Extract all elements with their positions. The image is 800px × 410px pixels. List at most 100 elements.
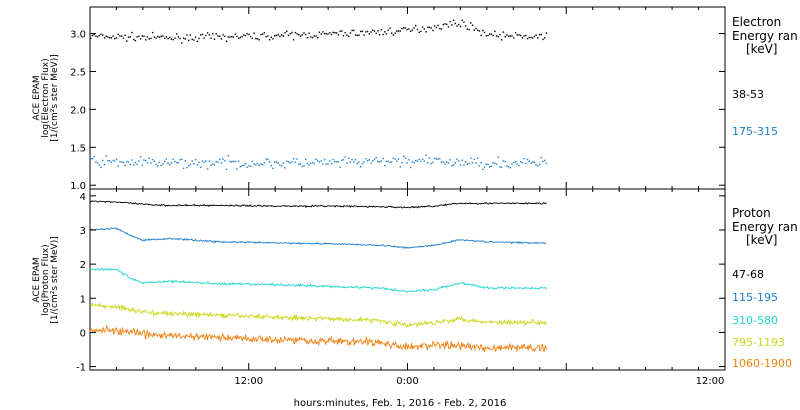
data-point <box>495 35 498 37</box>
data-point <box>446 161 448 163</box>
data-point <box>258 164 260 167</box>
data-point <box>117 33 119 36</box>
data-point <box>353 29 355 32</box>
data-point <box>370 162 372 164</box>
data-point <box>471 162 474 164</box>
data-point <box>232 36 235 38</box>
data-point <box>530 36 532 39</box>
data-point <box>200 166 202 168</box>
data-point <box>356 34 358 37</box>
data-point <box>198 161 200 163</box>
y-tick-label: 1.0 <box>70 181 86 192</box>
data-point <box>341 30 343 32</box>
data-point <box>378 34 381 36</box>
electron-legend-item-0: 38-53 <box>732 88 764 101</box>
data-point <box>387 29 389 31</box>
data-point <box>428 26 431 28</box>
data-point <box>303 165 305 167</box>
data-point <box>138 160 140 162</box>
data-point <box>157 165 159 167</box>
data-point <box>329 160 331 162</box>
series-line-115-195 <box>89 227 547 250</box>
data-point <box>299 163 302 165</box>
data-point <box>335 32 338 34</box>
data-point <box>215 161 217 163</box>
data-point <box>483 166 486 168</box>
data-point <box>162 163 164 165</box>
data-point <box>329 32 331 34</box>
data-point <box>514 32 517 34</box>
data-point <box>507 166 510 168</box>
data-point <box>404 157 407 159</box>
data-point <box>320 33 322 35</box>
data-point <box>544 159 546 162</box>
data-point <box>373 158 376 161</box>
data-point <box>194 158 197 161</box>
data-point <box>203 161 205 164</box>
data-point <box>162 35 164 37</box>
data-point <box>121 35 123 37</box>
data-point <box>112 159 114 162</box>
data-point <box>260 163 262 165</box>
data-point <box>348 35 350 37</box>
data-point <box>206 32 209 34</box>
data-point <box>181 158 183 160</box>
data-point <box>179 37 181 40</box>
data-point <box>292 158 295 160</box>
data-point <box>470 157 472 159</box>
data-point <box>270 36 272 38</box>
data-point <box>96 36 99 38</box>
data-point <box>348 157 350 159</box>
data-point <box>477 157 479 159</box>
electron-data-layer <box>90 19 548 171</box>
data-point <box>504 160 506 163</box>
data-point <box>212 163 214 165</box>
data-point <box>521 161 524 164</box>
data-point <box>131 31 133 34</box>
data-point <box>396 160 398 162</box>
data-point <box>499 166 501 168</box>
data-point <box>487 34 489 37</box>
data-point <box>451 24 453 26</box>
data-point <box>102 159 104 162</box>
data-point <box>246 166 248 168</box>
data-point <box>535 34 537 36</box>
data-point <box>401 161 403 164</box>
proton-ylabel-line3: [1/(cm²s ster MeV)] <box>50 236 60 323</box>
data-point <box>167 162 169 164</box>
data-point <box>545 162 548 165</box>
data-point <box>115 37 118 39</box>
data-point <box>480 162 482 164</box>
data-point <box>437 24 439 27</box>
data-point <box>229 160 231 163</box>
data-point <box>444 163 446 165</box>
data-point <box>256 38 259 40</box>
data-point <box>418 31 420 33</box>
data-point <box>205 34 207 37</box>
data-point <box>157 35 159 38</box>
data-point <box>385 160 388 163</box>
data-point <box>91 158 94 160</box>
data-point <box>325 33 327 35</box>
data-point <box>382 33 384 36</box>
data-point <box>375 157 377 159</box>
data-point <box>375 32 377 35</box>
data-point <box>435 158 438 160</box>
data-point <box>93 155 95 158</box>
data-point <box>509 167 511 169</box>
data-point <box>351 29 353 32</box>
data-point <box>258 39 260 41</box>
data-point <box>416 28 419 31</box>
data-point <box>151 31 154 34</box>
data-point <box>205 160 207 162</box>
data-point <box>303 32 305 34</box>
data-point <box>291 31 293 34</box>
data-point <box>122 161 125 164</box>
data-point <box>121 161 123 163</box>
data-point <box>466 28 468 30</box>
data-point <box>241 165 243 167</box>
data-point <box>220 38 223 40</box>
data-point <box>146 162 149 164</box>
data-point <box>452 19 455 21</box>
